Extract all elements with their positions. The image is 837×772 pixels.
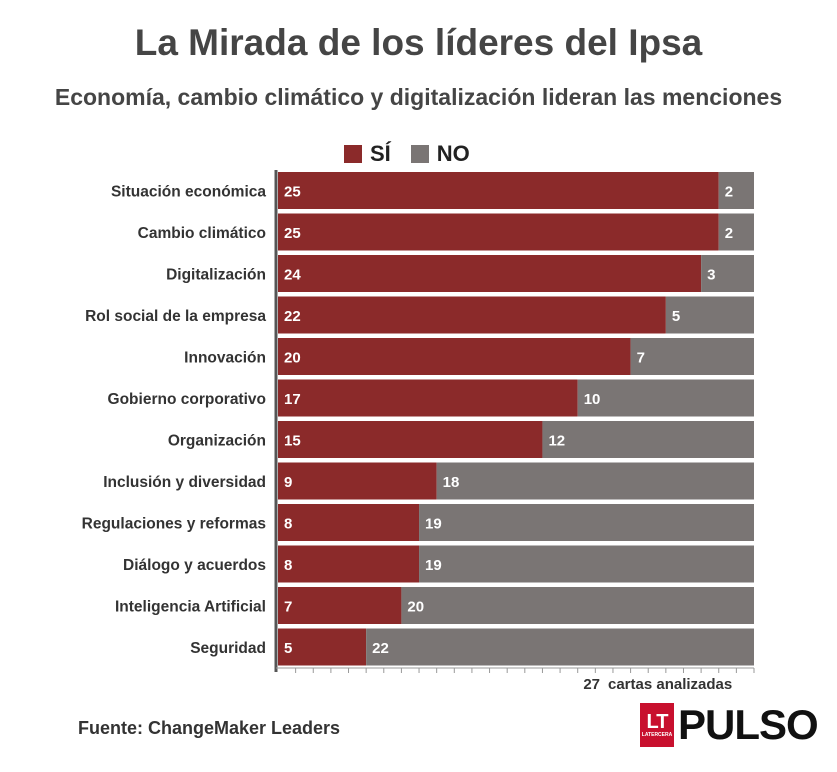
category-label: Situación económica: [111, 184, 266, 201]
bar-no: [366, 628, 754, 666]
category-label: Inclusión y diversidad: [103, 474, 266, 491]
data-label-si: 8: [284, 557, 292, 574]
data-label-no: 5: [672, 308, 680, 325]
bar-no: [436, 462, 754, 500]
data-label-no: 18: [443, 474, 460, 491]
bar-si: [278, 379, 578, 417]
data-label-no: 12: [548, 433, 565, 450]
data-label-no: 7: [637, 350, 645, 367]
lt-logo-small-text: LATERCERA: [641, 732, 673, 738]
data-label-si: 25: [284, 225, 301, 242]
data-label-no: 22: [372, 640, 389, 657]
bar-si: [278, 255, 702, 292]
bar-si: [278, 504, 420, 541]
bar-si: [278, 421, 543, 458]
bar-no: [630, 338, 754, 375]
data-label-no: 19: [425, 557, 442, 574]
data-label-si: 9: [284, 474, 292, 491]
bar-no: [401, 587, 754, 624]
bar-no: [419, 504, 754, 541]
bar-si: [278, 545, 420, 583]
data-label-si: 20: [284, 350, 301, 367]
category-label: Innovación: [184, 350, 266, 367]
data-label-si: 7: [284, 599, 292, 616]
category-label: Inteligencia Artificial: [115, 599, 266, 616]
category-label: Regulaciones y reformas: [82, 516, 266, 533]
data-label-no: 2: [725, 184, 733, 201]
category-label: Digitalización: [166, 267, 266, 284]
bar-no: [718, 172, 754, 209]
data-label-no: 20: [407, 599, 424, 616]
bar-si: [278, 462, 437, 500]
pulso-logo-text: PULSO: [678, 701, 819, 748]
source-note: Fuente: ChangeMaker Leaders: [78, 718, 341, 738]
bar-si: [278, 213, 719, 251]
bar-si: [278, 296, 666, 334]
data-label-si: 8: [284, 516, 292, 533]
data-label-no: 3: [707, 267, 715, 284]
bar-si: [278, 628, 367, 666]
data-label-si: 17: [284, 391, 301, 408]
bar-no: [577, 379, 754, 417]
data-label-no: 19: [425, 516, 442, 533]
bar-si: [278, 338, 631, 375]
bar-no: [665, 296, 754, 334]
category-label: Rol social de la empresa: [85, 308, 266, 325]
axis-end-caption: cartas analizadas: [608, 676, 732, 693]
chart-subtitle: Economía, cambio climático y digitalizac…: [54, 84, 783, 110]
data-label-si: 15: [284, 433, 301, 450]
legend-item-si: SÍ: [344, 141, 391, 167]
legend-label-no: NO: [436, 141, 470, 166]
bar-no: [701, 255, 754, 292]
category-label: Gobierno corporativo: [108, 391, 266, 408]
data-label-si: 5: [284, 640, 292, 657]
legend-item-no: NO: [410, 141, 470, 167]
lt-logo-text: LT: [646, 711, 669, 733]
bar-no: [419, 545, 754, 583]
data-label-no: 10: [584, 391, 601, 408]
category-label: Diálogo y acuerdos: [123, 557, 266, 574]
data-label-si: 24: [284, 267, 301, 284]
category-label: Seguridad: [190, 640, 266, 657]
bar-no: [542, 421, 754, 458]
data-label-si: 22: [284, 308, 301, 325]
chart-title: La Mirada de los líderes del Ipsa: [134, 22, 703, 63]
category-label: Cambio climático: [138, 225, 266, 242]
legend: SÍ NO: [344, 141, 482, 167]
axis-end-value: 27: [583, 676, 600, 693]
category-label: Organización: [168, 433, 266, 450]
legend-label-si: SÍ: [370, 141, 391, 166]
data-label-si: 25: [284, 184, 301, 201]
bar-si: [278, 587, 402, 624]
bar-si: [278, 172, 719, 209]
legend-swatch-no: [410, 145, 429, 163]
brand-logo: LT LATERCERA PULSO: [640, 701, 819, 748]
data-label-no: 2: [725, 225, 733, 242]
bar-no: [718, 213, 754, 251]
legend-swatch-si: [344, 145, 362, 163]
lt-logo-badge: LT LATERCERA: [640, 703, 674, 747]
